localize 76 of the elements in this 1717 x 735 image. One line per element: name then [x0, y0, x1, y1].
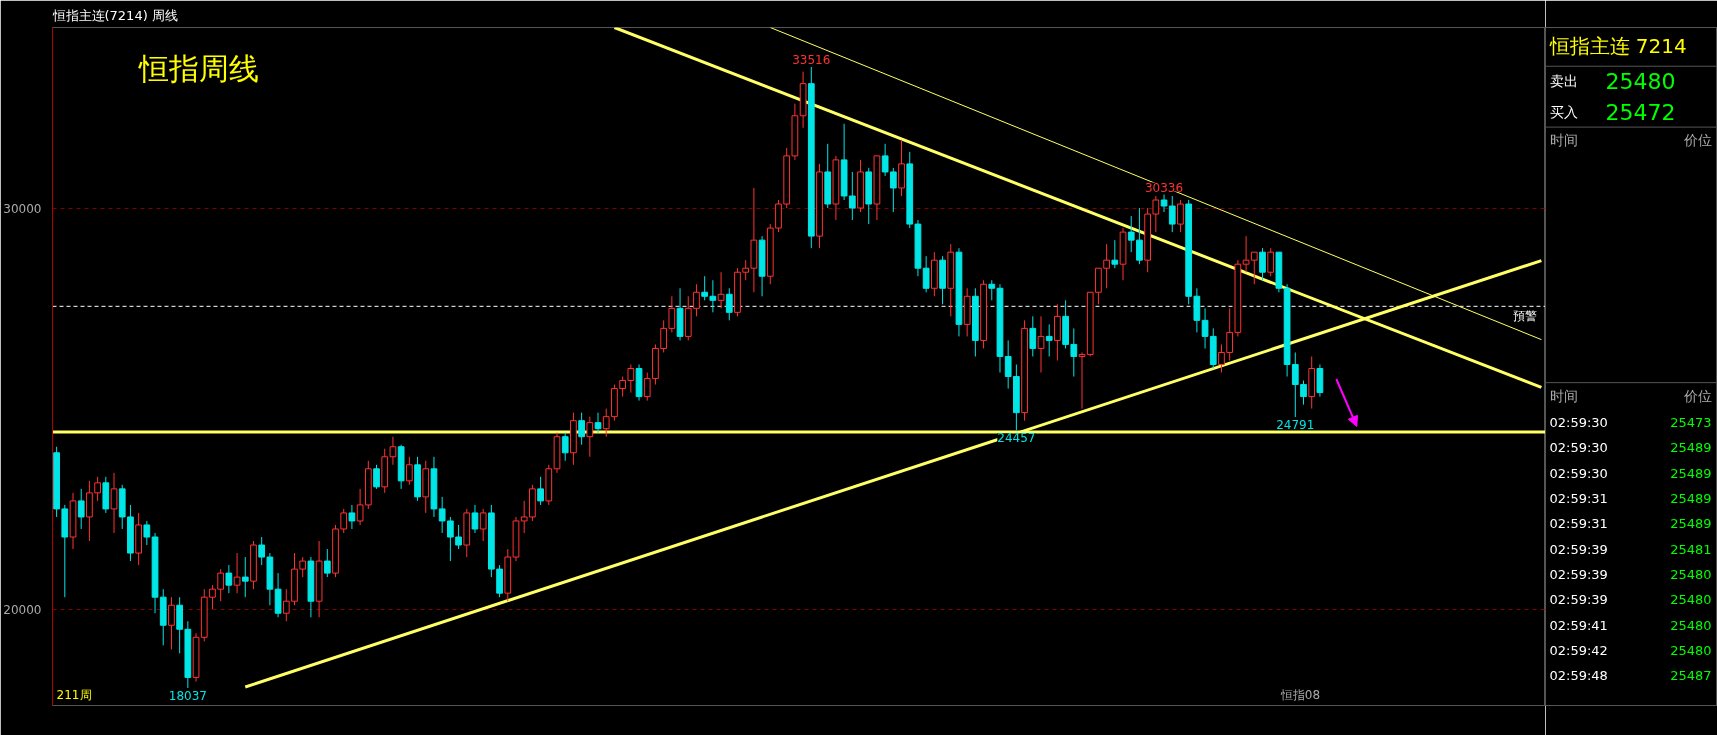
- text: 02:59:42: [1549, 643, 1608, 659]
- text: 02:59:39: [1549, 592, 1608, 608]
- text: 恒指主连 7214: [1548, 33, 1687, 58]
- text: 25480: [1670, 592, 1712, 608]
- text: 02:59:30: [1549, 440, 1608, 456]
- text: 25489: [1670, 465, 1712, 481]
- text: 02:59:30: [1549, 465, 1608, 481]
- candlestick: [1259, 247, 1266, 281]
- candlestick: [1127, 215, 1135, 253]
- candlestick: [77, 488, 85, 530]
- text: 价位: [1682, 132, 1712, 149]
- candlestick: [561, 432, 569, 462]
- text: 02:59:48: [1549, 668, 1608, 684]
- annotation: 恒指08: [1279, 687, 1321, 702]
- text: 02:59:31: [1549, 516, 1608, 532]
- text: 恒指周线: [137, 51, 259, 87]
- text: 25489: [1670, 440, 1712, 456]
- candlestick: [1111, 239, 1119, 269]
- text: 25472: [1605, 100, 1676, 126]
- candlestick: [586, 416, 594, 458]
- text: 02:59:39: [1549, 541, 1608, 557]
- candlestick: [471, 504, 479, 534]
- text: 25481: [1670, 541, 1712, 557]
- candlestick: [479, 508, 487, 542]
- candlestick: [1037, 315, 1045, 374]
- y-tick-label: 30000: [3, 201, 42, 216]
- candlestick: [1045, 323, 1053, 357]
- candlestick: [1267, 247, 1275, 277]
- text: 25487: [1670, 668, 1712, 684]
- annotation: 30336: [1144, 180, 1184, 195]
- chart-subtitle: 恒指主连(7214) 周线: [51, 7, 178, 23]
- candlestick: [578, 412, 585, 446]
- candlestick: [405, 456, 413, 486]
- ref-line-label: 預警: [1513, 309, 1538, 324]
- candlestick: [922, 255, 930, 293]
- text: 25480: [1670, 617, 1712, 633]
- text: 25480: [1670, 567, 1712, 583]
- candlestick: [1177, 199, 1184, 233]
- candlestick: [348, 504, 356, 530]
- text: 25473: [1670, 414, 1712, 430]
- candlestick: [299, 556, 307, 578]
- candlestick: [1029, 315, 1037, 357]
- candlestick: [143, 520, 151, 546]
- candlestick: [455, 524, 462, 550]
- candlestick: [241, 556, 249, 598]
- candlestick: [110, 472, 118, 534]
- candlestick: [594, 412, 602, 434]
- text: 25489: [1670, 490, 1712, 506]
- candlestick: [717, 271, 725, 309]
- text: 25480: [1670, 643, 1712, 659]
- candlestick: [537, 476, 544, 506]
- text: 25489: [1670, 516, 1712, 532]
- candlestick: [373, 464, 380, 490]
- candlestick: [1136, 207, 1143, 265]
- text: 价位: [1682, 388, 1712, 405]
- candlestick: [225, 564, 233, 594]
- candlestick: [233, 552, 241, 594]
- candlestick: [1201, 307, 1209, 349]
- annotation: 24791: [1276, 418, 1315, 433]
- text: 时间: [1549, 132, 1578, 149]
- text: 02:59:41: [1549, 617, 1608, 633]
- text: 买入: [1549, 104, 1578, 121]
- text: 卖出: [1549, 73, 1578, 89]
- text: 25480: [1605, 69, 1676, 94]
- y-tick-label: 20000: [3, 602, 42, 617]
- text: 02:59:31: [1549, 490, 1608, 506]
- text: 时间: [1549, 388, 1578, 405]
- annotation: 211周: [56, 687, 92, 702]
- annotation: 24457: [997, 431, 1036, 446]
- candlestick: [323, 548, 331, 578]
- annotation: 33516: [792, 52, 831, 67]
- text: 02:59:39: [1549, 567, 1608, 583]
- text: 02:59:30: [1549, 414, 1608, 430]
- annotation: 18037: [168, 688, 207, 703]
- candlestick: [725, 287, 733, 321]
- candlestick: [168, 596, 175, 650]
